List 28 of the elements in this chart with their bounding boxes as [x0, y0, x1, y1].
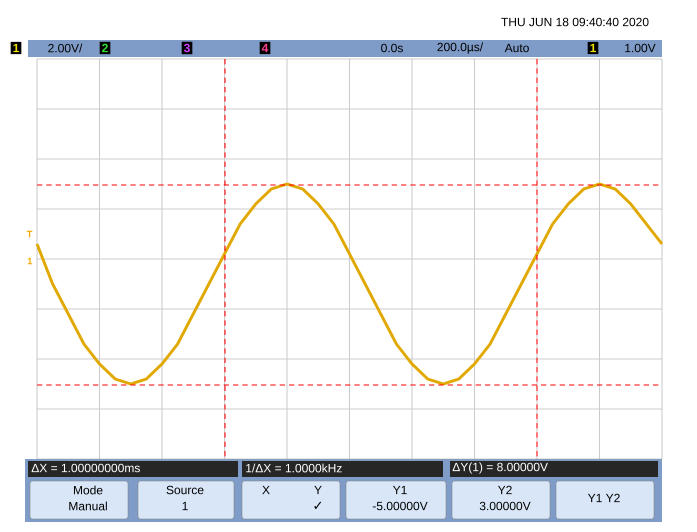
text: 0.0s	[381, 44, 403, 52]
text: Source	[166, 486, 204, 494]
text: T	[26, 230, 32, 238]
text: Manual	[69, 502, 107, 510]
text: Y	[314, 486, 322, 494]
text: X	[262, 486, 270, 494]
text: 200.0µs/	[437, 42, 484, 54]
text: Y1 Y2	[588, 494, 620, 502]
text: Y1	[392, 486, 407, 494]
text: Y2	[498, 486, 512, 494]
text: -5.00000V	[372, 502, 428, 510]
text: ΔX = 1.00000000ms	[32, 464, 140, 472]
text: 2	[102, 44, 108, 52]
text: 3.00000V	[480, 502, 531, 510]
text: Mode	[74, 486, 102, 494]
text: ΔY(1) = 8.00000V	[452, 462, 548, 474]
text: ✓	[314, 502, 322, 509]
text: 1	[28, 258, 32, 264]
text: 2.00V/	[48, 44, 82, 52]
text: 1	[590, 44, 596, 52]
text: 4	[262, 44, 268, 52]
text: THU JUN 18 09:40:40 2020	[501, 18, 649, 26]
text: 3	[184, 44, 190, 52]
text: Auto	[504, 44, 529, 52]
text: 1/ΔX = 1.0000kHz	[246, 464, 342, 472]
text: 1	[13, 44, 20, 52]
text: 1	[182, 502, 188, 510]
text: 1.00V	[625, 44, 656, 52]
